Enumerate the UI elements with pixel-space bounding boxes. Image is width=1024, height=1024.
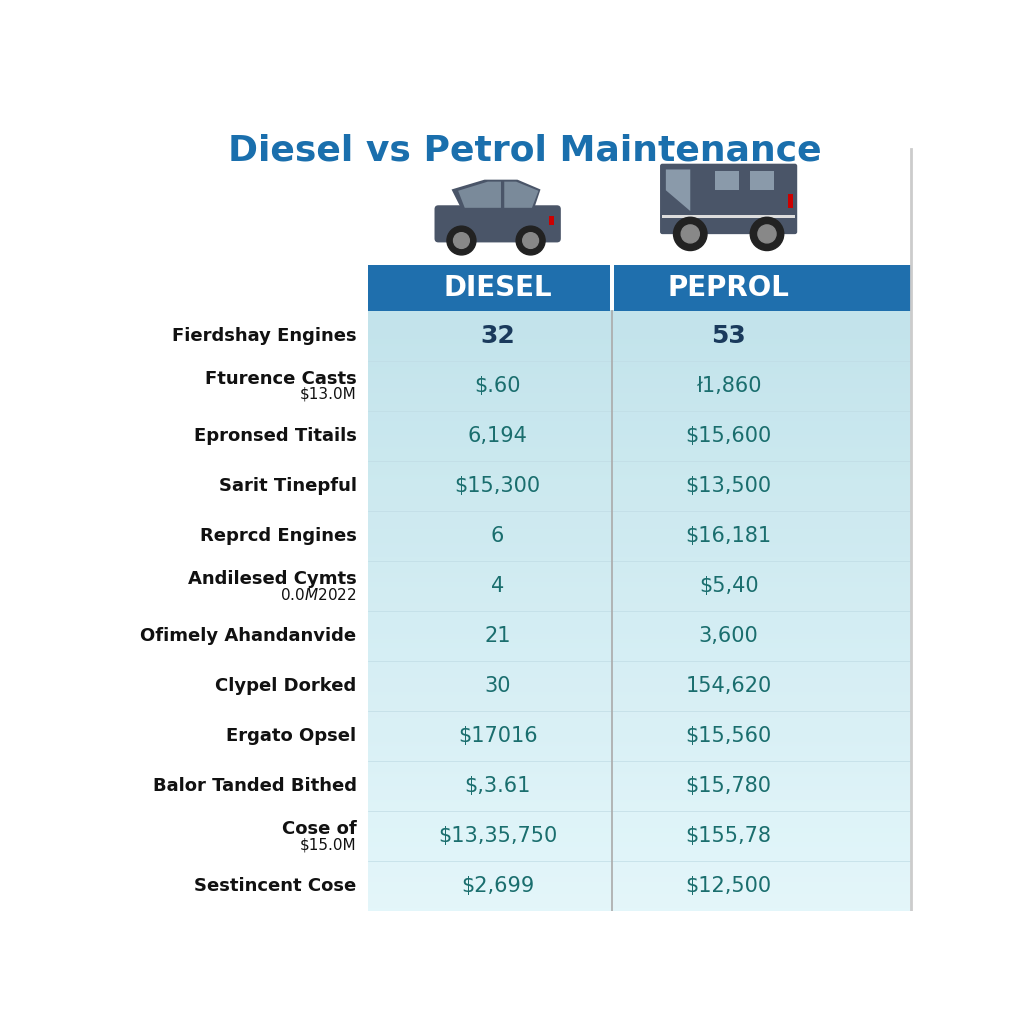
Text: Sestincent Cose: Sestincent Cose <box>195 878 356 895</box>
Text: Fturence Casts: Fturence Casts <box>205 370 356 388</box>
Text: $12,500: $12,500 <box>685 877 772 896</box>
Text: 3,600: 3,600 <box>698 626 759 646</box>
Text: Sarit Tinepful: Sarit Tinepful <box>219 477 356 495</box>
Circle shape <box>516 226 545 255</box>
Text: $15,780: $15,780 <box>686 776 772 797</box>
Text: $.60: $.60 <box>474 376 521 396</box>
Text: 53: 53 <box>712 324 746 348</box>
Text: Andilesed Cymts: Andilesed Cymts <box>187 570 356 588</box>
Text: 6: 6 <box>490 526 505 546</box>
FancyBboxPatch shape <box>369 264 610 310</box>
Text: Balor Tanded Bithed: Balor Tanded Bithed <box>153 777 356 796</box>
Text: $13,500: $13,500 <box>685 476 772 496</box>
Text: 32: 32 <box>480 324 515 348</box>
Polygon shape <box>504 181 539 208</box>
Text: $5,40: $5,40 <box>698 577 759 596</box>
Text: Ofimely Ahandanvide: Ofimely Ahandanvide <box>140 627 356 645</box>
Text: Ergato Opsel: Ergato Opsel <box>226 727 356 745</box>
Text: $155,78: $155,78 <box>686 826 772 846</box>
Text: $16,181: $16,181 <box>685 526 772 546</box>
Text: $15,300: $15,300 <box>455 476 541 496</box>
Text: $15,600: $15,600 <box>685 426 772 445</box>
FancyBboxPatch shape <box>663 214 795 218</box>
Circle shape <box>454 232 469 249</box>
Polygon shape <box>458 181 501 208</box>
Text: Cose of: Cose of <box>282 820 356 839</box>
Circle shape <box>758 225 776 243</box>
Text: $13.0M: $13.0M <box>300 387 356 401</box>
FancyBboxPatch shape <box>549 216 554 225</box>
Text: Diesel vs Petrol Maintenance: Diesel vs Petrol Maintenance <box>228 134 821 168</box>
Text: $17016: $17016 <box>458 726 538 746</box>
FancyBboxPatch shape <box>750 171 774 190</box>
Circle shape <box>681 225 699 243</box>
Text: DIESEL: DIESEL <box>443 273 552 302</box>
FancyBboxPatch shape <box>660 164 798 234</box>
Polygon shape <box>663 166 693 221</box>
Text: 4: 4 <box>492 577 504 596</box>
Circle shape <box>751 217 783 251</box>
Text: $0.0M $2022: $0.0M $2022 <box>280 587 356 602</box>
Circle shape <box>446 226 476 255</box>
Circle shape <box>674 217 707 251</box>
Text: 21: 21 <box>484 626 511 646</box>
Text: $15,560: $15,560 <box>685 726 772 746</box>
Text: 154,620: 154,620 <box>685 676 772 696</box>
Text: Fierdshay Engines: Fierdshay Engines <box>172 327 356 345</box>
FancyBboxPatch shape <box>715 171 739 190</box>
Circle shape <box>522 232 539 249</box>
Text: $15.0M: $15.0M <box>300 838 356 852</box>
Text: Clypel Dorked: Clypel Dorked <box>215 677 356 695</box>
Text: PEPROL: PEPROL <box>668 273 790 302</box>
Text: $2,699: $2,699 <box>461 877 535 896</box>
FancyBboxPatch shape <box>434 205 561 243</box>
Text: Reprcd Engines: Reprcd Engines <box>200 527 356 545</box>
Text: ł1,860: ł1,860 <box>696 376 762 396</box>
Text: 30: 30 <box>484 676 511 696</box>
Text: Epronsed Titails: Epronsed Titails <box>194 427 356 444</box>
Polygon shape <box>452 179 541 209</box>
FancyBboxPatch shape <box>614 264 910 310</box>
FancyBboxPatch shape <box>787 194 793 208</box>
Text: $13,35,750: $13,35,750 <box>438 826 557 846</box>
Text: $,3.61: $,3.61 <box>465 776 530 797</box>
Text: 6,194: 6,194 <box>468 426 527 445</box>
Polygon shape <box>666 169 690 211</box>
FancyBboxPatch shape <box>128 123 369 911</box>
